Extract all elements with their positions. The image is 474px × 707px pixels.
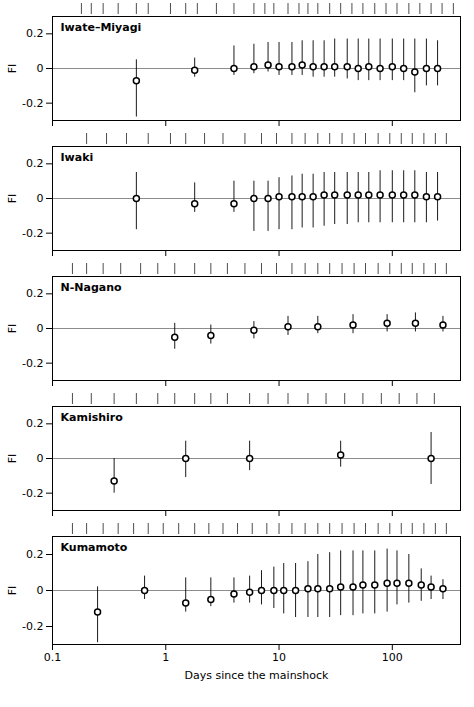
svg-text:100: 100: [382, 651, 403, 664]
svg-text:-0.2: -0.2: [22, 227, 43, 240]
svg-text:0.2: 0.2: [26, 27, 44, 40]
svg-text:0: 0: [37, 452, 44, 465]
svg-text:-0.2: -0.2: [22, 357, 43, 370]
svg-text:0.2: 0.2: [26, 287, 44, 300]
svg-text:FI: FI: [6, 194, 19, 204]
svg-text:N-Nagano: N-Nagano: [61, 281, 123, 294]
svg-text:FI: FI: [6, 454, 19, 464]
svg-text:10: 10: [272, 651, 286, 664]
svg-text:-0.2: -0.2: [22, 487, 43, 500]
svg-text:0.2: 0.2: [26, 157, 44, 170]
svg-text:Kamishiro: Kamishiro: [61, 411, 124, 424]
svg-text:Kumamoto: Kumamoto: [61, 541, 128, 554]
svg-text:0: 0: [37, 62, 44, 75]
svg-text:0.1: 0.1: [44, 651, 62, 664]
svg-text:FI: FI: [6, 64, 19, 74]
svg-text:-0.2: -0.2: [22, 97, 43, 110]
svg-text:0: 0: [37, 192, 44, 205]
svg-text:Days since the mainshock: Days since the mainshock: [185, 669, 330, 682]
svg-text:0: 0: [37, 322, 44, 335]
svg-text:FI: FI: [6, 324, 19, 334]
svg-text:-0.2: -0.2: [22, 620, 43, 633]
svg-text:0.2: 0.2: [26, 417, 44, 430]
svg-text:0.2: 0.2: [26, 548, 44, 561]
svg-text:FI: FI: [6, 586, 19, 596]
svg-text:Iwate–Miyagi: Iwate–Miyagi: [61, 21, 142, 34]
svg-text:1: 1: [162, 651, 169, 664]
svg-text:0: 0: [37, 584, 44, 597]
svg-text:Iwaki: Iwaki: [61, 151, 94, 164]
